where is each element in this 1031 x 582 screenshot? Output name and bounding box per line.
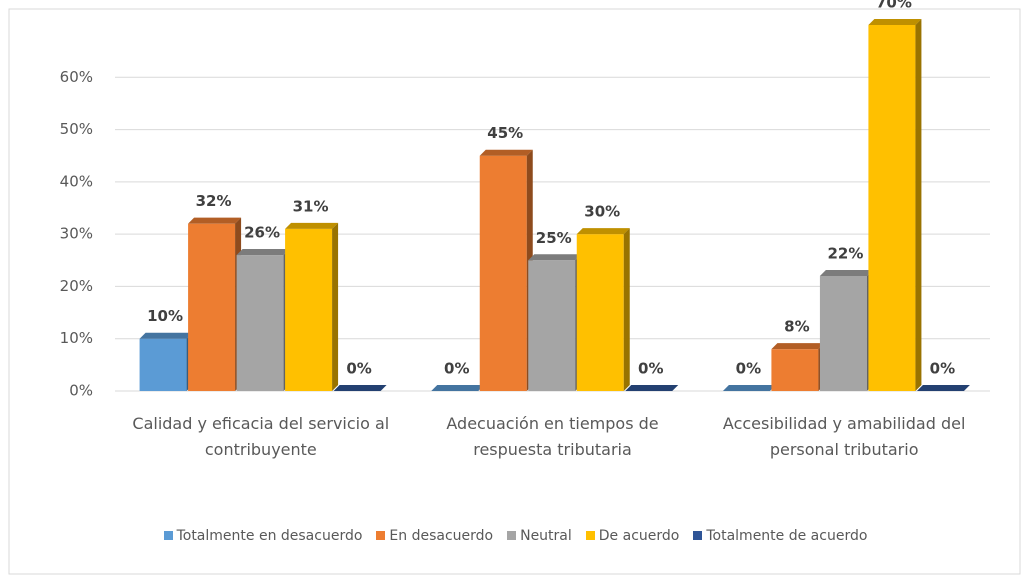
bar-top: [139, 332, 193, 339]
data-label: 8%: [784, 318, 809, 336]
y-tick-label: 60%: [60, 68, 93, 86]
bar: [479, 155, 527, 391]
frame: [8, 8, 1021, 575]
bar-group: [285, 222, 339, 391]
legend-label: Totalmente de acuerdo: [706, 528, 868, 544]
legend-swatch: [693, 531, 703, 540]
bar-group: [625, 385, 679, 392]
legend-label: De acuerdo: [598, 528, 680, 544]
bar-top: [479, 149, 533, 156]
bar-side: [915, 19, 922, 391]
y-tick-label: 50%: [60, 120, 93, 138]
data-label: 31%: [293, 197, 329, 215]
bar-group: [333, 385, 387, 392]
bar-side: [332, 222, 339, 391]
data-label: 0%: [638, 360, 663, 378]
legend-swatch: [163, 531, 173, 540]
bar-top: [771, 343, 825, 350]
data-label: 32%: [196, 192, 232, 210]
bar: [139, 338, 187, 391]
bar-group: [576, 228, 630, 391]
bar-top: [868, 19, 922, 25]
bar-group: [868, 19, 922, 391]
bar-top: [576, 228, 630, 235]
bar-group: [479, 149, 533, 391]
legend-item: En desacuerdo: [376, 528, 493, 544]
bar-group: [236, 249, 290, 391]
y-tick-label: 40%: [60, 172, 93, 190]
bar-group: [916, 385, 970, 392]
bar-top: [431, 385, 485, 391]
legend-swatch: [585, 531, 595, 540]
bar: [528, 260, 576, 391]
y-tick-label: 30%: [60, 225, 93, 243]
bar-top: [236, 249, 290, 256]
bar: [819, 275, 867, 391]
data-label: 70%: [876, 0, 912, 12]
legend-swatch: [507, 531, 517, 540]
bar-group: [819, 269, 873, 391]
data-label: 26%: [244, 224, 280, 242]
x-tick-label: Adecuación en tiempos de respuesta tribu…: [446, 414, 659, 459]
data-label: 0%: [930, 360, 955, 378]
data-label: 22%: [827, 244, 863, 262]
data-label: 45%: [487, 124, 523, 142]
legend-label: Totalmente en desacuerdo: [176, 528, 363, 544]
bar-group: [528, 254, 582, 391]
legend-label: En desacuerdo: [389, 528, 494, 544]
bar-top: [528, 254, 582, 261]
bar: [285, 228, 333, 391]
data-label: 30%: [584, 203, 620, 221]
bar-top: [625, 385, 679, 391]
bar-top: [333, 385, 387, 391]
legend-swatch: [376, 531, 386, 540]
legend-label: Neutral: [520, 528, 572, 544]
legend-item: De acuerdo: [585, 528, 680, 544]
data-label: 0%: [736, 360, 761, 378]
bar-side: [623, 228, 630, 391]
bar: [868, 25, 916, 391]
bar-group: [722, 385, 776, 392]
bar-top: [819, 269, 873, 276]
bar-top: [285, 222, 339, 229]
bar-group: [771, 343, 825, 391]
y-tick-label: 10%: [60, 329, 93, 347]
bar-group: [431, 385, 485, 392]
bar: [188, 223, 236, 391]
legend-item: Totalmente en desacuerdo: [163, 528, 363, 544]
bar-group: [139, 332, 193, 391]
bar: [771, 349, 819, 391]
legend-item: Neutral: [507, 528, 572, 544]
y-tick-label: 0%: [69, 382, 93, 400]
legend-item: Totalmente de acuerdo: [693, 528, 867, 544]
data-label: 10%: [147, 307, 183, 325]
y-tick-label: 20%: [60, 277, 93, 295]
data-label: 25%: [536, 229, 572, 247]
data-label: 0%: [346, 360, 371, 378]
bar-group: [188, 217, 242, 391]
bar-top: [188, 217, 242, 224]
bar-top: [916, 385, 970, 391]
x-tick-label: Calidad y eficacia del servicio al contr…: [132, 414, 390, 459]
bar-top: [722, 385, 776, 391]
x-tick-label: Accesibilidad y amabilidad del personal …: [722, 414, 966, 459]
bar: [576, 234, 624, 391]
bar: [236, 255, 284, 391]
data-label: 0%: [444, 360, 469, 378]
legend: Totalmente en desacuerdo En desacuerdo Neu…: [0, 528, 1031, 544]
